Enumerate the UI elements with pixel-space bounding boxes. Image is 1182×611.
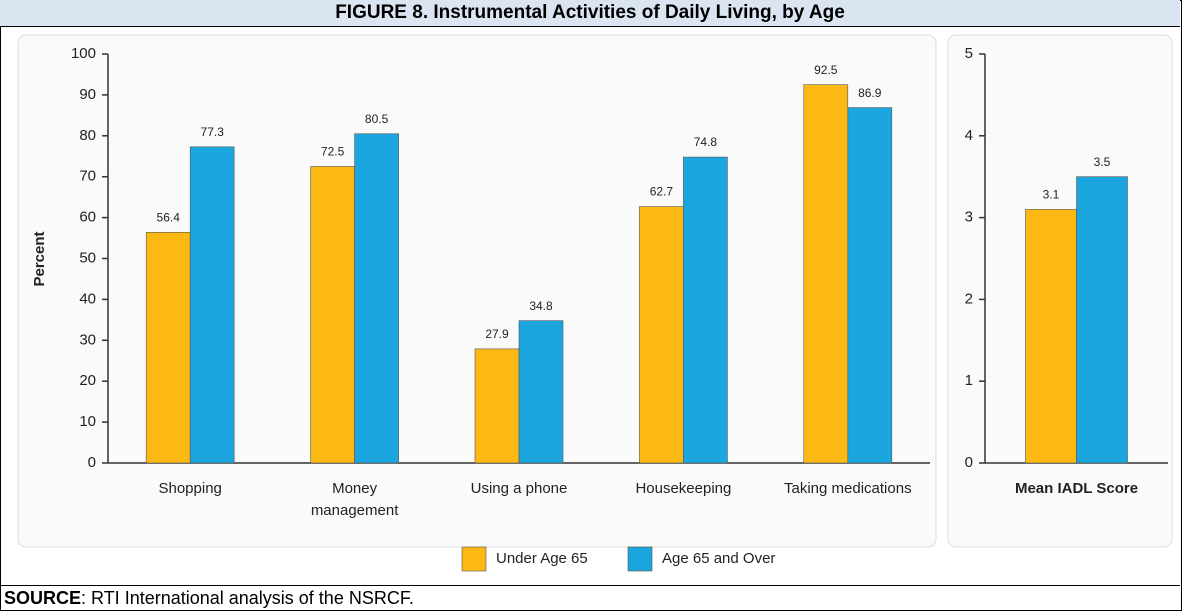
data-label: 27.9 xyxy=(485,327,509,341)
bar xyxy=(1076,176,1128,464)
source: SOURCE: RTI International analysis of th… xyxy=(0,585,1180,610)
data-label: 3.5 xyxy=(1094,155,1111,169)
x-tick-label: Taking medications xyxy=(784,480,912,497)
data-label: 86.9 xyxy=(858,86,882,100)
y-tick-label: 0 xyxy=(965,454,973,471)
x-tick-label: Money management xyxy=(311,480,399,519)
legend-swatch xyxy=(627,546,653,572)
x-tick-label-line: Money xyxy=(332,480,378,497)
bar xyxy=(1025,209,1077,464)
y-tick-label: 70 xyxy=(79,168,96,185)
y-tick-label: 40 xyxy=(79,290,96,307)
x-tick-label-line: management xyxy=(311,502,399,519)
data-label: 34.8 xyxy=(529,299,553,313)
y-tick-label: 5 xyxy=(965,45,973,62)
bar xyxy=(683,156,728,464)
bar xyxy=(189,146,235,464)
y-tick-label: 100 xyxy=(71,45,96,62)
y-tick-label: 50 xyxy=(79,249,96,266)
data-label: 77.3 xyxy=(201,125,225,139)
charts: 0102030405060708090100PercentShopping56.… xyxy=(17,34,1173,572)
legend-swatch xyxy=(461,546,487,572)
bar xyxy=(310,166,355,464)
source-label: SOURCE xyxy=(4,588,82,608)
data-label: 74.8 xyxy=(694,135,718,149)
data-label: 72.5 xyxy=(321,145,345,159)
bar xyxy=(847,107,893,464)
y-tick-label: 60 xyxy=(79,209,96,226)
legend-label: Age 65 and Over xyxy=(662,550,775,567)
bar xyxy=(354,133,399,464)
data-label: 62.7 xyxy=(650,185,674,199)
source-text: : RTI International analysis of the NSRC… xyxy=(81,588,414,608)
data-label: 56.4 xyxy=(157,210,181,224)
bar xyxy=(803,84,849,464)
y-tick-label: 10 xyxy=(79,413,96,430)
y-tick-label: 2 xyxy=(965,290,973,307)
y-tick-label: 90 xyxy=(79,86,96,103)
legend-label: Under Age 65 xyxy=(496,550,588,567)
data-label: 92.5 xyxy=(814,63,838,77)
data-label: 80.5 xyxy=(365,112,389,126)
bar xyxy=(145,232,191,464)
y-tick-label: 3 xyxy=(965,209,973,226)
y-tick-label: 80 xyxy=(79,127,96,144)
x-tick-label: Housekeeping xyxy=(635,480,731,497)
y-tick-label: 0 xyxy=(88,454,96,471)
y-axis-label: Percent xyxy=(31,231,48,286)
bar xyxy=(474,348,520,464)
y-tick-label: 20 xyxy=(79,372,96,389)
x-tick-label: Using a phone xyxy=(471,480,568,497)
x-tick-label: Shopping xyxy=(158,480,221,497)
y-tick-label: 1 xyxy=(965,372,973,389)
bar xyxy=(518,320,564,464)
data-label: 3.1 xyxy=(1043,188,1060,202)
y-tick-label: 4 xyxy=(965,127,973,144)
figure-title: FIGURE 8. Instrumental Activities of Dai… xyxy=(0,0,1180,27)
x-tick-label: Mean IADL Score xyxy=(1015,480,1138,497)
y-tick-label: 30 xyxy=(79,331,96,348)
bar xyxy=(639,206,684,464)
